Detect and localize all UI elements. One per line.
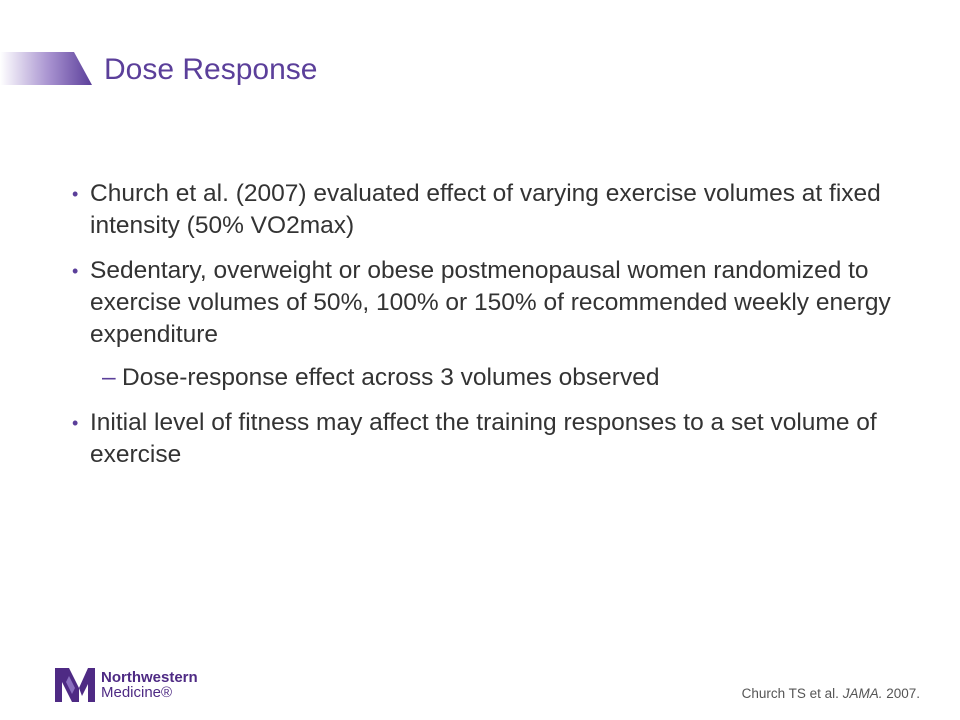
- bullet-text: Initial level of fitness may affect the …: [90, 409, 877, 468]
- dash-marker: –: [102, 364, 116, 391]
- bullet-item: • Initial level of fitness may affect th…: [72, 407, 892, 471]
- citation: Church TS et al. JAMA. 2007.: [742, 686, 920, 701]
- logo-wordmark: Northwestern Medicine®: [101, 670, 198, 700]
- bullet-item: • Sedentary, overweight or obese postmen…: [72, 255, 892, 351]
- bullet-text: Church et al. (2007) evaluated effect of…: [90, 180, 881, 239]
- bullet-list: • Church et al. (2007) evaluated effect …: [72, 178, 892, 484]
- sub-bullet-text: Dose-response effect across 3 volumes ob…: [122, 364, 660, 391]
- nm-logo-icon: [55, 668, 95, 702]
- bullet-marker: •: [72, 261, 79, 281]
- citation-authors: Church TS et al.: [741, 686, 843, 701]
- northwestern-medicine-logo: Northwestern Medicine®: [55, 668, 198, 702]
- bullet-marker: •: [72, 413, 79, 433]
- citation-journal: JAMA.: [842, 686, 883, 701]
- title-accent-bar: [0, 52, 92, 85]
- slide-title: Dose Response: [104, 53, 318, 86]
- citation-year: 2007.: [882, 686, 920, 701]
- logo-line1: Northwestern: [101, 669, 198, 686]
- bullet-text: Sedentary, overweight or obese postmenop…: [90, 257, 891, 348]
- bullet-marker: •: [72, 184, 79, 204]
- sub-bullet-item: – Dose-response effect across 3 volumes …: [102, 362, 892, 394]
- logo-line2: Medicine®: [101, 684, 173, 701]
- bullet-item: • Church et al. (2007) evaluated effect …: [72, 178, 892, 242]
